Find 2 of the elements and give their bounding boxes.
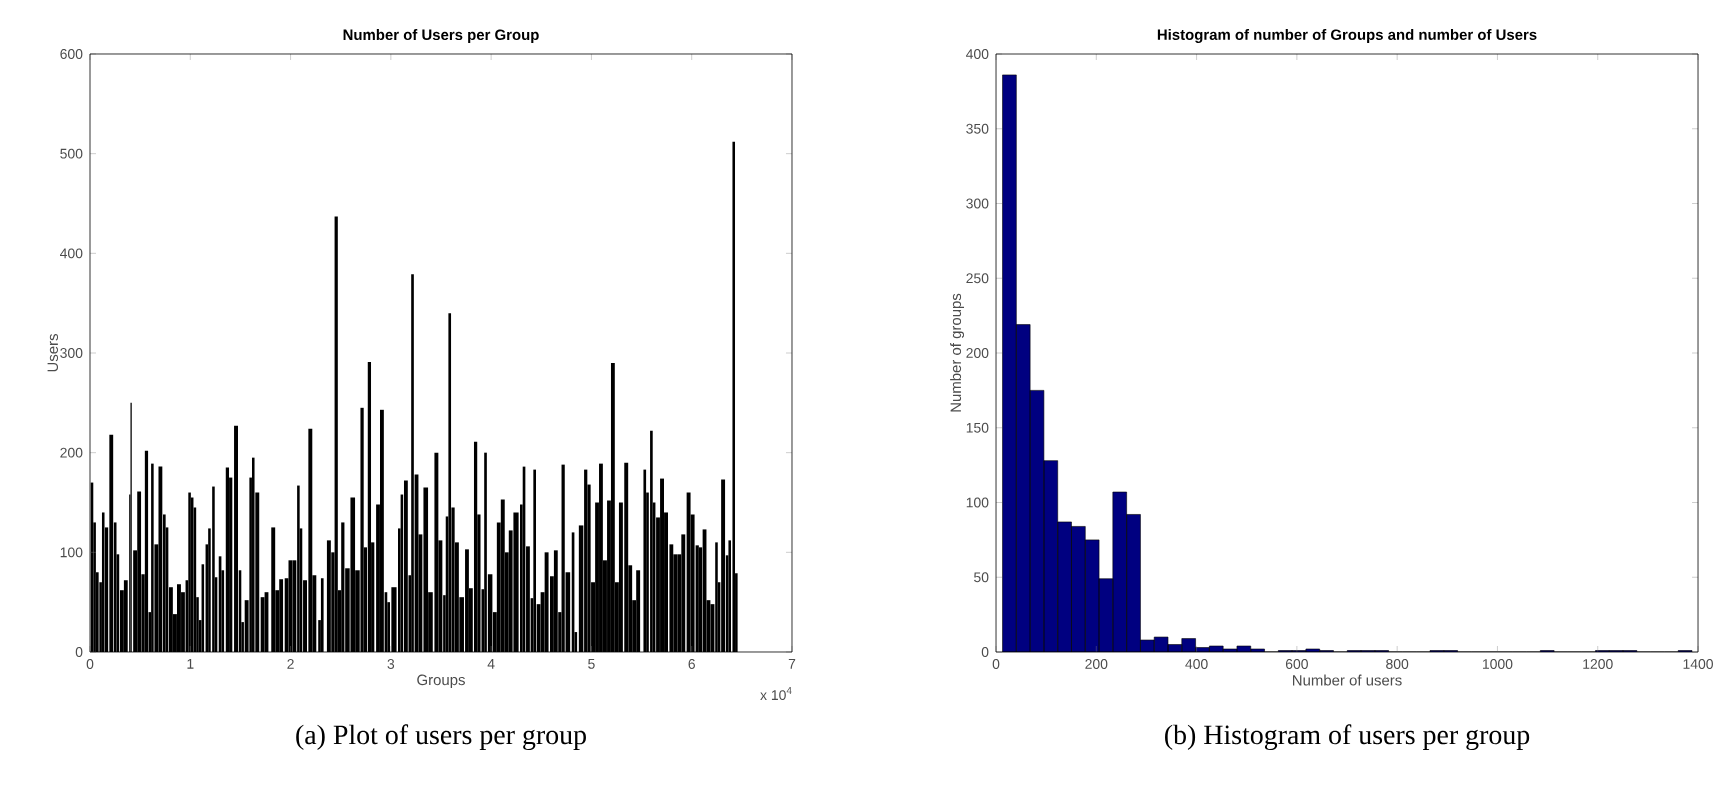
text: (a) Plot of users per group	[296, 724, 586, 751]
text: (b) Histogram of users per group	[1165, 724, 1530, 751]
